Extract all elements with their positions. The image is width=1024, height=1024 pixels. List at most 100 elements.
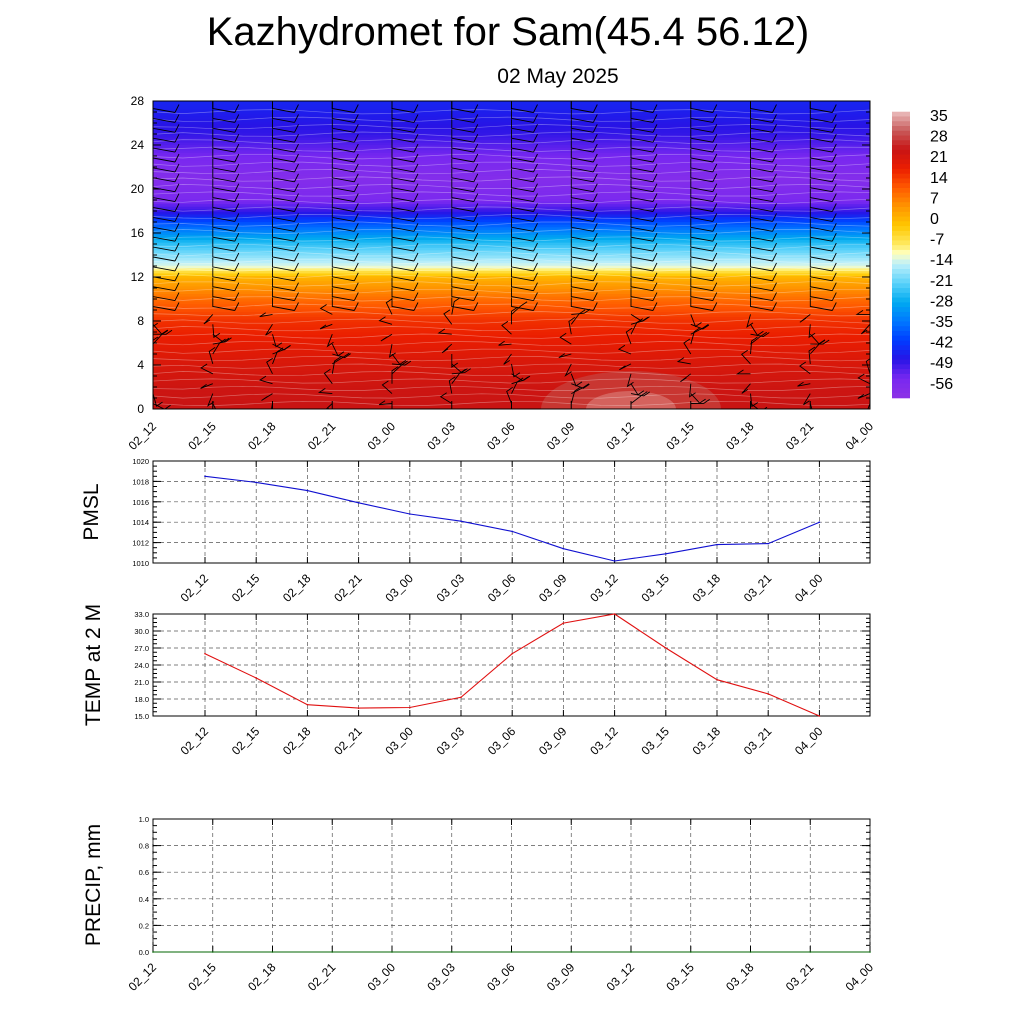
colorbar-segment — [892, 168, 910, 175]
wind-barb — [153, 198, 180, 212]
wind-barb — [570, 228, 598, 242]
wind-barb — [153, 208, 180, 222]
wind-barb — [272, 334, 283, 348]
temperature-band — [153, 349, 870, 354]
x-tick-label: 02_21 — [331, 724, 365, 758]
data-point — [562, 622, 565, 624]
data-point — [689, 951, 692, 953]
data-point — [204, 652, 206, 655]
contour-line — [153, 333, 870, 339]
x-tick-label: 02_18 — [280, 571, 314, 605]
wind-barb — [750, 218, 777, 232]
wind-barb — [809, 158, 837, 173]
wind-barb — [511, 306, 518, 325]
wind-barb — [272, 208, 299, 222]
data-point — [211, 951, 214, 953]
colorbar-label: 14 — [930, 170, 948, 187]
y-tick-label: 0.4 — [139, 895, 149, 904]
wind-barb — [153, 119, 180, 133]
colorbar-segment — [892, 378, 910, 384]
wind-barb — [570, 238, 598, 252]
wind-barb — [212, 297, 240, 311]
wind-barb — [331, 198, 359, 212]
wind-barb — [750, 198, 777, 212]
wind-barb — [391, 208, 419, 222]
wind-barb — [750, 267, 777, 282]
wind-barb — [331, 149, 359, 163]
wind-barb — [797, 381, 811, 387]
wind-barb — [272, 119, 299, 133]
wind-barb — [271, 403, 273, 409]
wind-barb — [451, 238, 479, 252]
temperature-band — [153, 308, 870, 312]
wind-barb — [272, 129, 299, 143]
colorbar-label: -14 — [930, 252, 953, 269]
data-point — [716, 678, 718, 681]
temperature-band — [153, 341, 870, 346]
wind-barb — [451, 248, 479, 262]
wind-barb — [331, 188, 359, 203]
wind-barb — [391, 178, 419, 193]
data-point — [511, 652, 513, 655]
colorbar-segment — [892, 335, 910, 342]
colorbar-segment — [892, 197, 910, 203]
contour-line — [153, 371, 870, 377]
colorbar-segment — [892, 330, 910, 337]
wind-barb — [443, 309, 453, 325]
wind-barb — [630, 109, 658, 123]
wind-barb — [200, 363, 213, 375]
wind-barb — [200, 383, 213, 389]
wind-barb — [809, 248, 837, 262]
colorbar-label: 7 — [930, 190, 939, 207]
wind-barb — [153, 363, 154, 364]
x-tick-label: 03_06 — [484, 960, 518, 994]
temperature-band — [153, 377, 870, 382]
wind-barb — [630, 297, 658, 311]
y-tick-label: 8 — [137, 314, 144, 328]
y-tick-label: 0 — [137, 402, 144, 416]
wind-barb — [630, 119, 658, 133]
wind-barb — [272, 168, 299, 183]
colorbar-segment — [892, 283, 910, 289]
wind-barb — [690, 238, 718, 252]
wind-barb — [451, 109, 479, 123]
wind-barb — [690, 129, 718, 143]
wind-barb — [153, 373, 154, 375]
wind-barb — [272, 248, 299, 262]
colorbar-segment — [892, 216, 910, 222]
wind-barb — [689, 383, 696, 398]
wind-barb — [391, 109, 419, 123]
x-tick-label: 02_21 — [305, 960, 339, 994]
wind-barb — [266, 357, 273, 375]
wind-barb — [630, 257, 658, 272]
wind-barb — [391, 248, 419, 262]
wind-barb — [511, 139, 538, 153]
colorbar-segment — [892, 292, 910, 299]
x-tick-label: 03_15 — [638, 571, 672, 605]
wind-barb — [451, 267, 479, 282]
wind-barb — [331, 119, 359, 133]
warm-core-center — [586, 391, 676, 409]
wind-barb — [511, 168, 538, 183]
temperature-band — [153, 398, 870, 402]
wind-barb — [212, 228, 240, 242]
colorbar-segment — [892, 254, 910, 261]
temp-2m-chart: 15.0 18.0 21.0 24.0 27.0 30.0 33.0 02_12 02_15 02… — [82, 604, 871, 758]
colorbar-label: 21 — [930, 149, 948, 166]
x-tick-label: 03_00 — [382, 571, 416, 605]
wind-barb — [272, 109, 299, 123]
wind-barb — [809, 218, 837, 232]
y-tick-label: 27.0 — [134, 644, 149, 653]
colorbar-segment — [892, 278, 910, 284]
wind-barb — [451, 287, 479, 302]
wind-barb — [570, 297, 598, 311]
wind-barb — [750, 257, 777, 272]
colorbar-segment — [892, 350, 910, 356]
wind-barb — [212, 119, 240, 133]
x-tick-label: 03_00 — [365, 960, 399, 994]
wind-barb — [570, 198, 598, 212]
wind-barb — [153, 257, 180, 272]
wind-barb — [272, 267, 299, 282]
colorbar-segment — [892, 121, 910, 127]
wind-barb — [511, 188, 538, 203]
